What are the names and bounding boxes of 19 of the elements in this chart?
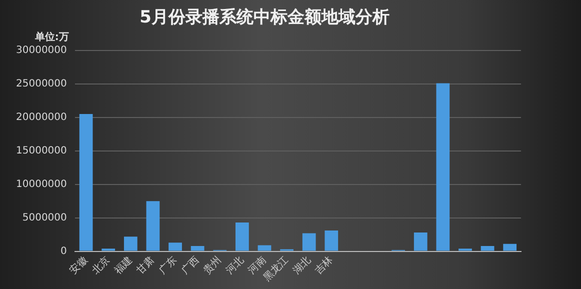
chart-title: 5月份录播系统中标金额地域分析 xyxy=(140,8,390,28)
y-tick-label: 10000000 xyxy=(16,178,67,190)
y-tick-label: 0 xyxy=(60,246,67,257)
x-tick-label: 吉林 xyxy=(312,254,336,277)
x-tick-label: 广东 xyxy=(156,254,180,277)
y-tick-label: 30000000 xyxy=(16,44,67,56)
x-tick-label: 北京 xyxy=(90,254,112,277)
x-tick-label: 广西 xyxy=(178,254,202,277)
y-tick-label: 15000000 xyxy=(16,145,67,156)
y-axis-title: 单位:万 xyxy=(34,30,69,43)
x-tick-label: 河北 xyxy=(224,254,246,277)
x-tick-label: 甘肃 xyxy=(134,254,157,277)
y-tick-label: 20000000 xyxy=(16,112,67,123)
x-tick-label: 贵州 xyxy=(201,254,224,277)
x-tick-label: 福建 xyxy=(112,254,135,277)
y-tick-label: 5000000 xyxy=(22,212,67,224)
x-tick-label: 湖北 xyxy=(290,254,314,277)
x-tick-label: 安徽 xyxy=(67,254,90,277)
y-tick-label: 25000000 xyxy=(16,78,67,90)
